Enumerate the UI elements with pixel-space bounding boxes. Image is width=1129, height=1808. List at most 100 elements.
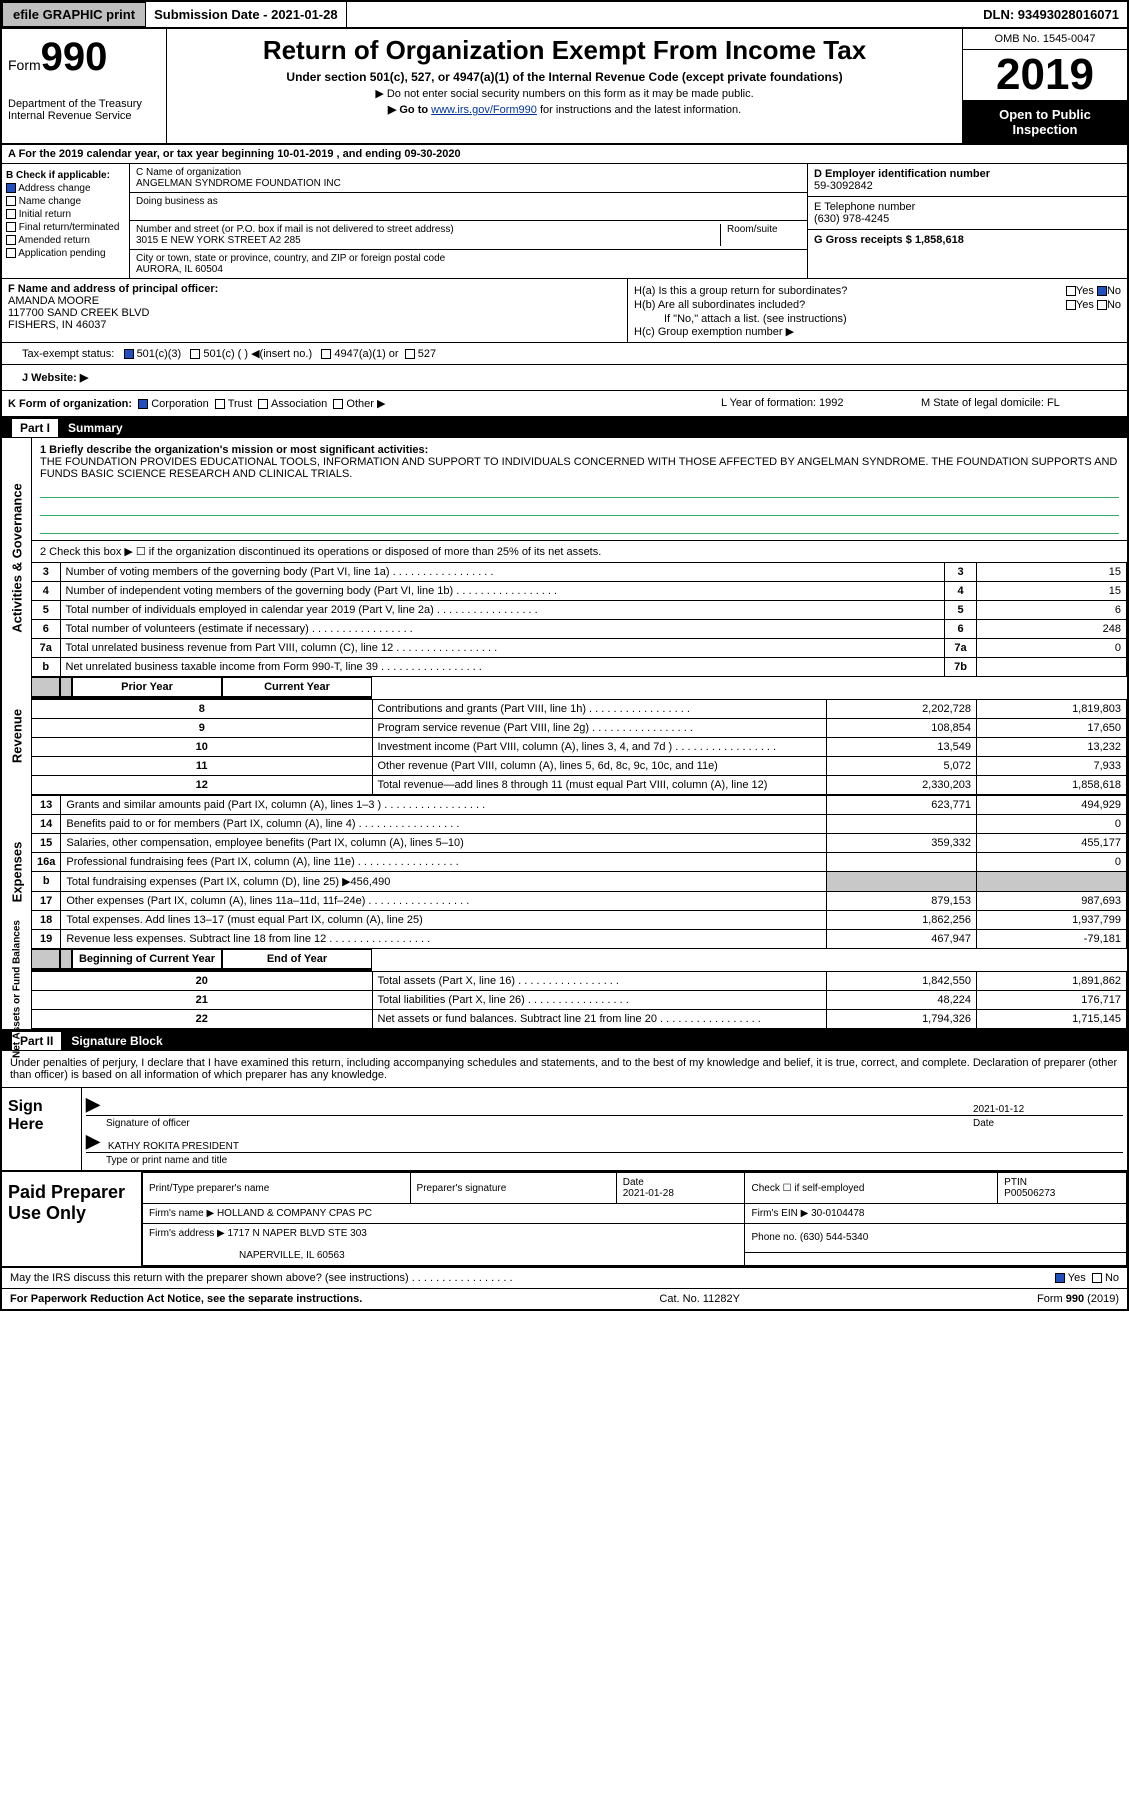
sig-type-lbl: Type or print name and title: [86, 1155, 1123, 1166]
checkbox-pending[interactable]: [6, 248, 16, 258]
dln: DLN: 93493028016071: [975, 2, 1127, 27]
exp-table: 13Grants and similar amounts paid (Part …: [32, 795, 1127, 949]
checkbox-amended[interactable]: [6, 235, 16, 245]
box-c: C Name of organization ANGELMAN SYNDROME…: [130, 164, 807, 278]
table-row: 12Total revenue—add lines 8 through 11 (…: [32, 776, 1127, 795]
part1-rev: Revenue Prior YearCurrent Year 8Contribu…: [2, 677, 1127, 795]
section-fh: F Name and address of principal officer:…: [2, 279, 1127, 343]
chk-initial: Initial return: [6, 209, 125, 220]
sig-labels: Signature of officer Date: [86, 1118, 1123, 1129]
paid-preparer-block: Paid Preparer Use Only Print/Type prepar…: [2, 1172, 1127, 1268]
checkbox-discuss-no[interactable]: [1092, 1273, 1102, 1283]
h-a-yn: Yes No: [1066, 285, 1121, 297]
discuss-yn: Yes No: [1055, 1272, 1119, 1284]
net-hdr: Beginning of Current YearEnd of Year: [32, 949, 372, 971]
table-row: bNet unrelated business taxable income f…: [32, 658, 1127, 677]
r3-desc: Number of voting members of the governin…: [60, 563, 945, 582]
part1-net: Net Assets or Fund Balances Beginning of…: [2, 949, 1127, 1031]
box-e: E Telephone number (630) 978-4245: [808, 197, 1127, 230]
checkbox-4947[interactable]: [321, 349, 331, 359]
h-note: If "No," attach a list. (see instruction…: [634, 313, 1121, 325]
checkbox-final[interactable]: [6, 222, 16, 232]
header-center: Return of Organization Exempt From Incom…: [167, 29, 962, 143]
checkbox-other[interactable]: [333, 399, 343, 409]
k-row: K Form of organization: Corporation Trus…: [2, 391, 1127, 418]
row-a: A For the 2019 calendar year, or tax yea…: [2, 145, 1127, 164]
checkbox-501c3[interactable]: [124, 349, 134, 359]
rev-hdr: Prior YearCurrent Year: [32, 677, 372, 699]
footer-right: Form 990 (2019): [1037, 1293, 1119, 1305]
c-city-val: AURORA, IL 60504: [136, 264, 801, 275]
c-dba: Doing business as: [130, 193, 807, 221]
c-addr-val: 3015 E NEW YORK STREET A2 285: [136, 235, 714, 246]
c-city: City or town, state or province, country…: [130, 250, 807, 278]
table-row: 21Total liabilities (Part X, line 26)48,…: [32, 991, 1127, 1010]
form-label: Form: [8, 57, 41, 73]
table-row: 22Net assets or fund balances. Subtract …: [32, 1010, 1127, 1029]
checkbox-name-change[interactable]: [6, 196, 16, 206]
chk-amended: Amended return: [6, 235, 125, 246]
box-b: B Check if applicable: Address change Na…: [2, 164, 130, 278]
header: Form990 Department of the Treasury Inter…: [2, 29, 1127, 145]
checkbox-discuss-yes[interactable]: [1055, 1273, 1065, 1283]
box-b-label: B Check if applicable:: [6, 170, 125, 181]
d-val: 59-3092842: [814, 180, 1121, 192]
checkbox-corp[interactable]: [138, 399, 148, 409]
checkbox-527[interactable]: [405, 349, 415, 359]
table-row: 9Program service revenue (Part VIII, lin…: [32, 719, 1127, 738]
blank-line-3: [40, 520, 1119, 534]
exp-body: 13Grants and similar amounts paid (Part …: [32, 795, 1127, 949]
footer: For Paperwork Reduction Act Notice, see …: [2, 1289, 1127, 1309]
checkbox-initial[interactable]: [6, 209, 16, 219]
form-number: Form990: [8, 35, 160, 80]
checkbox-ha-yes[interactable]: [1066, 286, 1076, 296]
table-row: 4Number of independent voting members of…: [32, 582, 1127, 601]
form-title: Return of Organization Exempt From Incom…: [173, 35, 956, 66]
omb-number: OMB No. 1545-0047: [963, 29, 1127, 50]
line1-briefly: 1 Briefly describe the organization's mi…: [32, 438, 1127, 541]
table-row: 7aTotal unrelated business revenue from …: [32, 639, 1127, 658]
table-row: 8Contributions and grants (Part VIII, li…: [32, 700, 1127, 719]
g-lbl: G Gross receipts $ 1,858,618: [814, 234, 1121, 246]
paid-body: Print/Type preparer's name Preparer's si…: [142, 1172, 1127, 1266]
paid-h1: Print/Type preparer's name: [143, 1173, 411, 1204]
hdr-end-year: End of Year: [222, 949, 372, 969]
efile-print-button[interactable]: efile GRAPHIC print: [2, 2, 146, 27]
tax-lbl: Tax-exempt status:: [22, 348, 114, 360]
checkbox-hb-yes[interactable]: [1066, 300, 1076, 310]
f-name: AMANDA MOORE: [8, 295, 621, 307]
hdr-current-year: Current Year: [222, 677, 372, 697]
checkbox-address-change[interactable]: [6, 183, 16, 193]
checkbox-hb-no[interactable]: [1097, 300, 1107, 310]
part1-gov: Activities & Governance 1 Briefly descri…: [2, 438, 1127, 677]
topbar-spacer: [347, 2, 976, 27]
e-val: (630) 978-4245: [814, 213, 1121, 225]
c-dba-lbl: Doing business as: [136, 196, 801, 207]
tax-year: 2019: [963, 50, 1127, 101]
box-h: H(a) Is this a group return for subordin…: [627, 279, 1127, 342]
sig-date-val: 2021-01-12: [973, 1104, 1123, 1115]
paid-firm: Firm's name ▶ HOLLAND & COMPANY CPAS PC: [143, 1204, 745, 1224]
sig-date-lbl: Date: [973, 1118, 1123, 1129]
rev-body: Prior YearCurrent Year 8Contributions an…: [32, 677, 1127, 795]
irs-link[interactable]: www.irs.gov/Form990: [431, 104, 537, 116]
table-row: 13Grants and similar amounts paid (Part …: [32, 796, 1127, 815]
table-row: 3Number of voting members of the governi…: [32, 563, 1127, 582]
l-year: L Year of formation: 1992: [721, 397, 921, 410]
part1-label: Part I: [12, 419, 58, 437]
h-c: H(c) Group exemption number ▶: [634, 325, 1121, 338]
f-addr2: FISHERS, IN 46037: [8, 319, 621, 331]
note-ssn: ▶ Do not enter social security numbers o…: [173, 87, 956, 100]
row-a-text: A For the 2019 calendar year, or tax yea…: [2, 145, 1127, 163]
sign-here-block: Sign Here ▶ 2021-01-12 Signature of offi…: [2, 1088, 1127, 1172]
checkbox-trust[interactable]: [215, 399, 225, 409]
checkbox-assoc[interactable]: [258, 399, 268, 409]
submission-date: Submission Date - 2021-01-28: [146, 2, 347, 27]
checkbox-ha-no[interactable]: [1097, 286, 1107, 296]
table-row: 14Benefits paid to or for members (Part …: [32, 815, 1127, 834]
table-row: 16aProfessional fundraising fees (Part I…: [32, 853, 1127, 872]
checkbox-501c[interactable]: [190, 349, 200, 359]
net-body: Beginning of Current YearEnd of Year 20T…: [32, 949, 1127, 1029]
paid-phone: Phone no. (630) 544-5340: [745, 1224, 1127, 1253]
rev-table: Prior YearCurrent Year 8Contributions an…: [32, 677, 1127, 795]
